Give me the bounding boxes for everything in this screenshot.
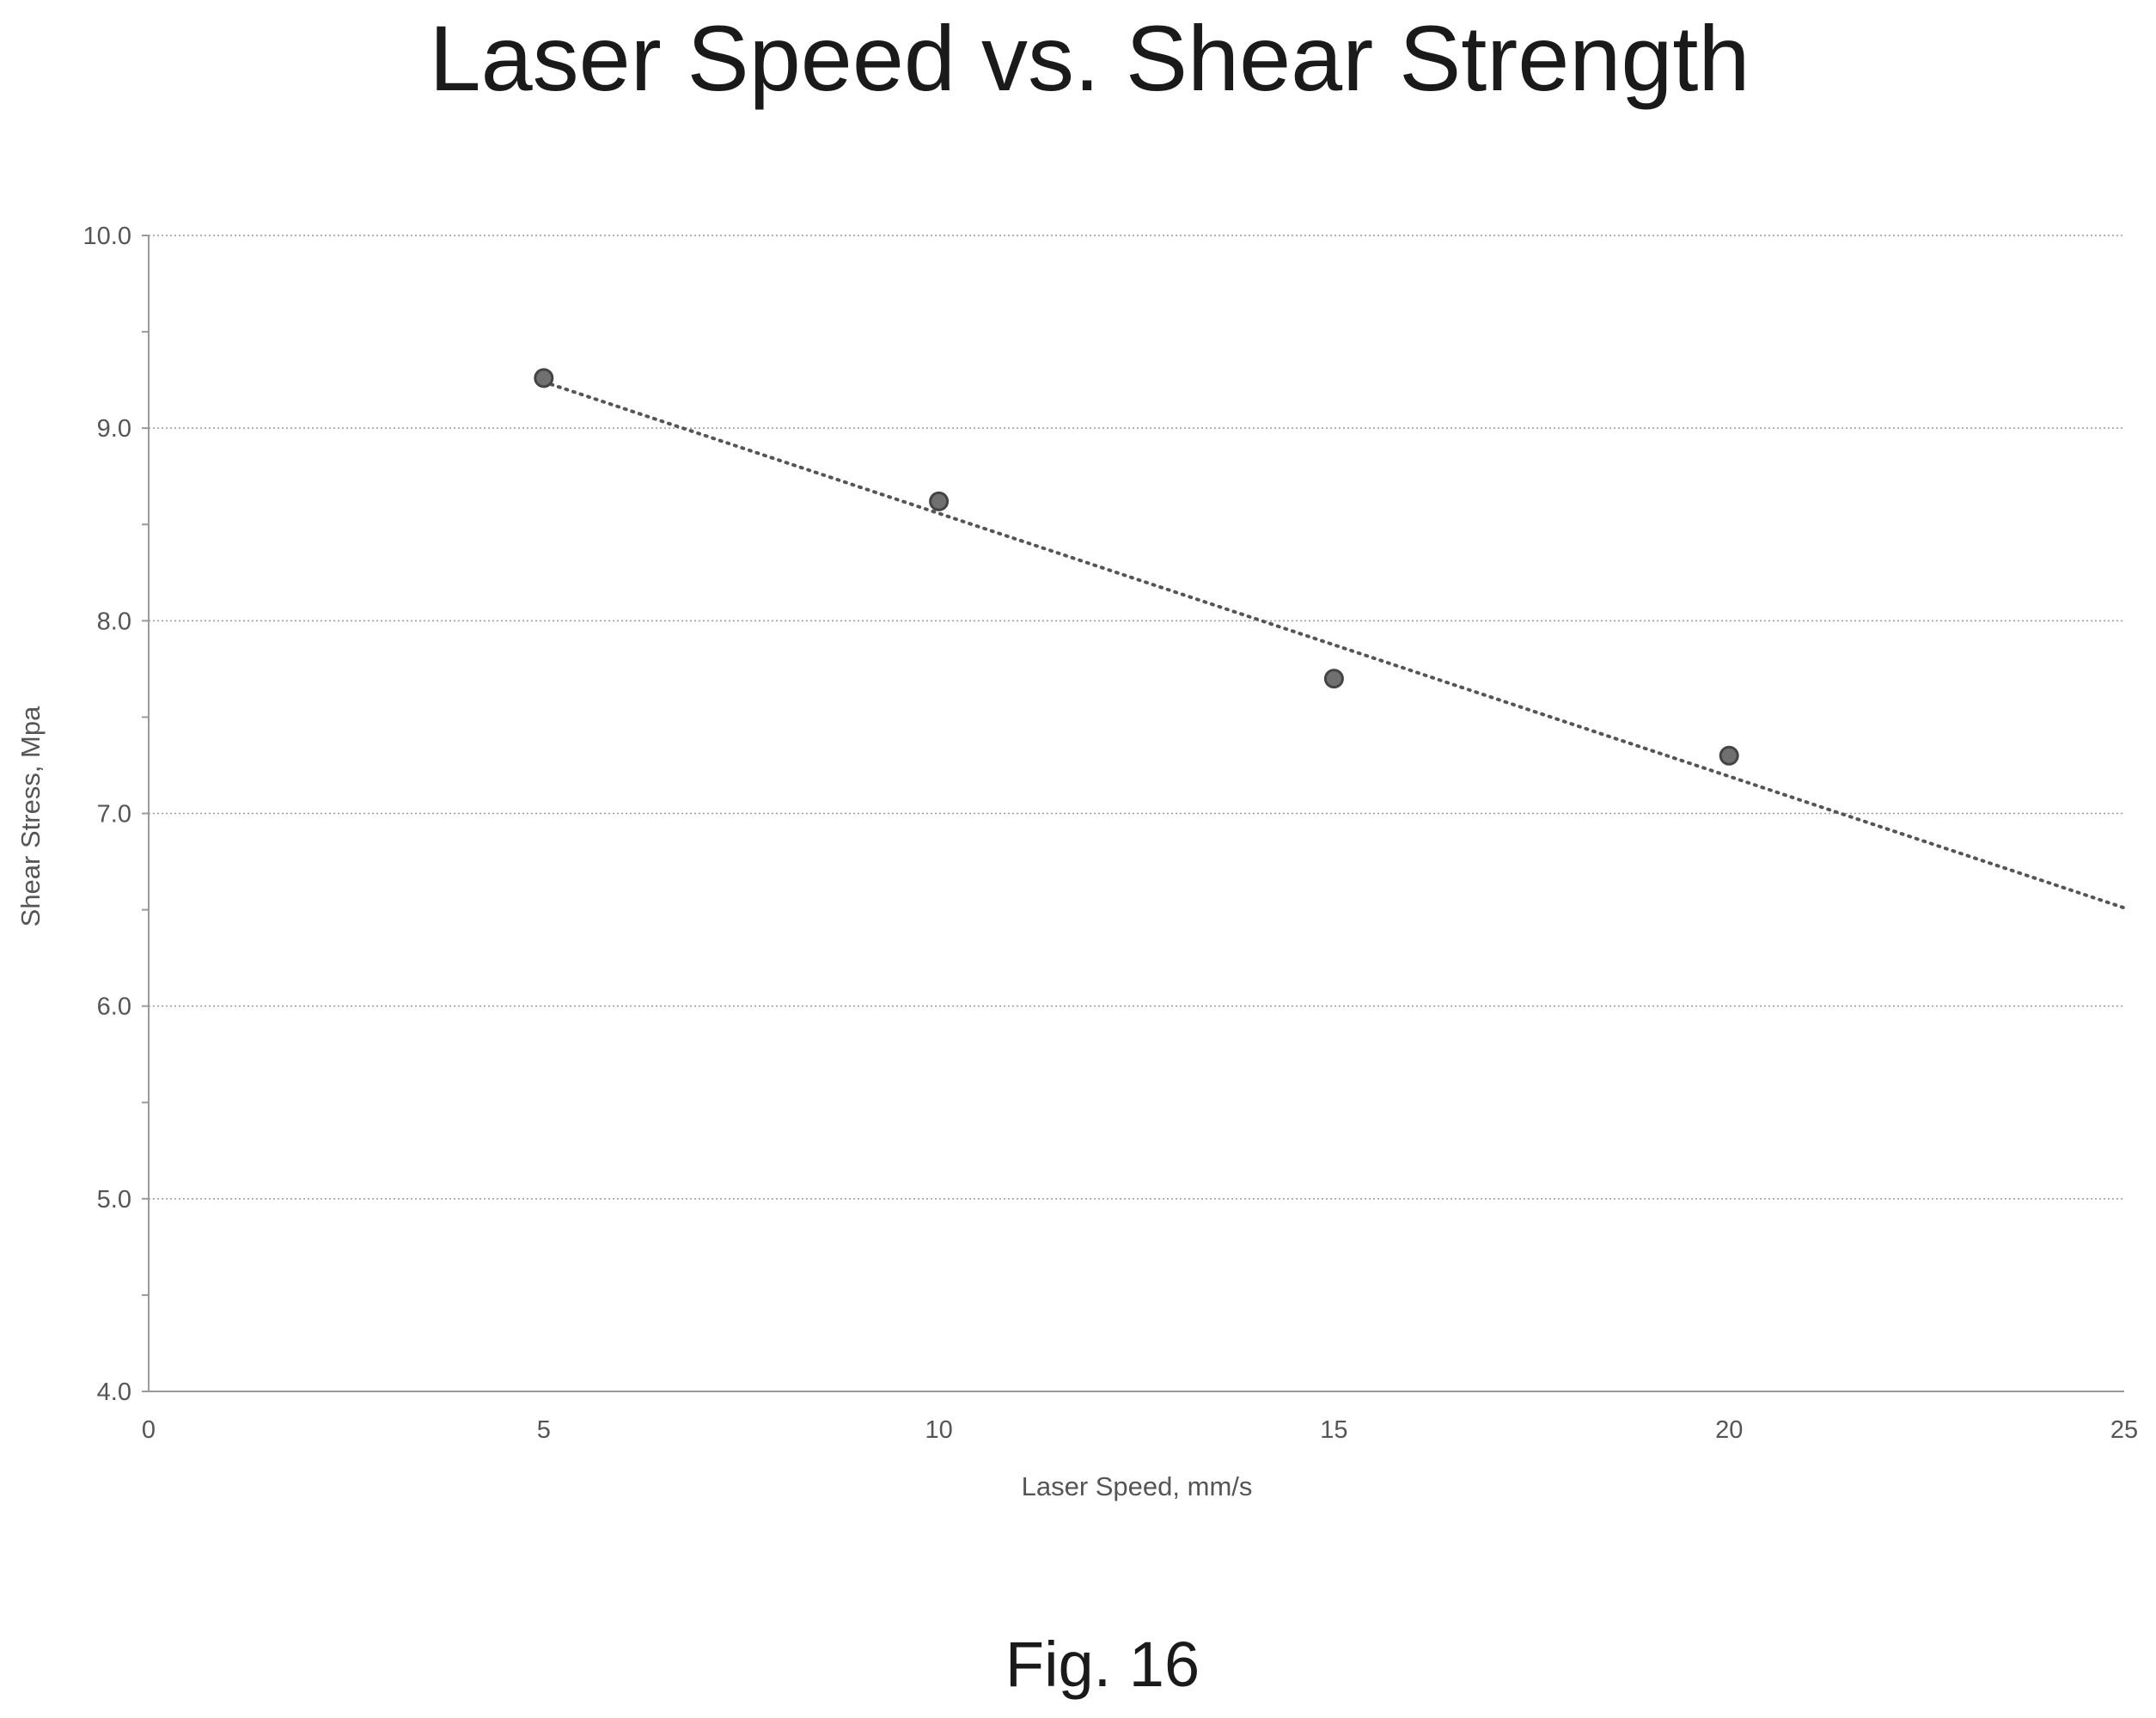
x-tick-labels: 0 5 10 15 20 25 — [142, 1416, 2138, 1444]
x-tick-label: 0 — [142, 1416, 156, 1444]
y-tick-label: 7.0 — [97, 801, 131, 828]
data-points — [535, 370, 1738, 764]
x-tick-label: 15 — [1320, 1416, 1347, 1444]
x-tick-label: 5 — [537, 1416, 551, 1444]
chart-title: Laser Speed vs. Shear Strength — [430, 6, 1750, 110]
trendline-group — [544, 382, 2124, 908]
y-tick-labels: 4.0 5.0 6.0 7.0 8.0 9.0 10.0 — [83, 223, 131, 1406]
x-tick-label: 10 — [925, 1416, 952, 1444]
figure-caption: Fig. 16 — [1005, 1629, 1200, 1700]
data-point — [1325, 670, 1342, 688]
y-tick-label: 8.0 — [97, 608, 131, 635]
y-tick-label: 6.0 — [97, 994, 131, 1021]
gridlines — [149, 235, 2124, 1199]
x-tick-label: 20 — [1715, 1416, 1743, 1444]
data-point — [1720, 747, 1738, 764]
trendline — [544, 382, 2124, 908]
y-tick-label: 10.0 — [83, 223, 131, 250]
y-tick-label: 4.0 — [97, 1379, 131, 1406]
y-axis-label: Shear Stress, Mpa — [15, 706, 46, 926]
data-point — [931, 492, 948, 510]
x-tick-label: 25 — [2110, 1416, 2138, 1444]
y-tick-label: 9.0 — [97, 415, 131, 443]
y-tick-label: 5.0 — [97, 1186, 131, 1214]
x-axis-label: Laser Speed, mm/s — [1022, 1471, 1253, 1501]
data-point — [535, 370, 553, 387]
